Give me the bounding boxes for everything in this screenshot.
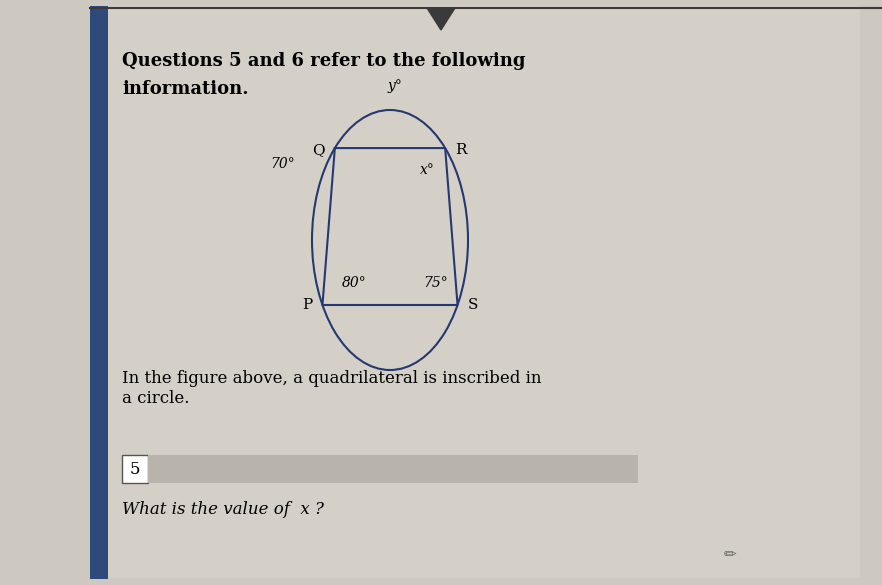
Text: S: S xyxy=(467,298,478,312)
Text: 5: 5 xyxy=(130,460,140,477)
Bar xyxy=(122,455,148,483)
Bar xyxy=(90,6,860,578)
Text: 75°: 75° xyxy=(423,276,448,290)
Text: In the figure above, a quadrilateral is inscribed in
a circle.: In the figure above, a quadrilateral is … xyxy=(122,370,542,407)
Text: R: R xyxy=(455,143,467,157)
Polygon shape xyxy=(427,8,455,30)
Text: What is the value of  x ?: What is the value of x ? xyxy=(122,501,324,518)
Bar xyxy=(90,6,108,579)
Text: Questions 5 and 6 refer to the following: Questions 5 and 6 refer to the following xyxy=(122,52,526,70)
Text: information.: information. xyxy=(122,80,249,98)
Text: x°: x° xyxy=(420,163,435,177)
Text: P: P xyxy=(303,298,312,312)
Text: 70°: 70° xyxy=(271,157,295,171)
Text: y°: y° xyxy=(387,79,402,93)
Text: ✏: ✏ xyxy=(723,548,736,563)
Text: Q: Q xyxy=(312,143,325,157)
Text: 80°: 80° xyxy=(342,276,367,290)
Bar xyxy=(148,455,638,483)
